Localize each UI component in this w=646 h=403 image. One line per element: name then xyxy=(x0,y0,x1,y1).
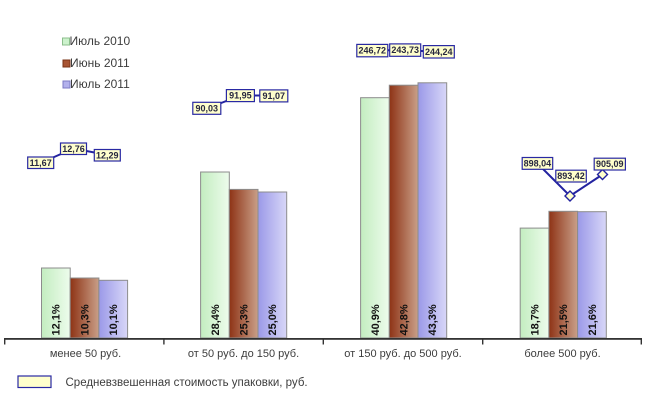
svg-text:11,67: 11,67 xyxy=(30,158,52,168)
svg-text:от 50 руб. до 150 руб.: от 50 руб. до 150 руб. xyxy=(188,348,299,360)
svg-text:21,6%: 21,6% xyxy=(587,304,599,335)
svg-text:243,73: 243,73 xyxy=(391,45,419,55)
svg-text:менее 50 руб.: менее 50 руб. xyxy=(50,348,121,360)
svg-text:43,3%: 43,3% xyxy=(427,304,439,335)
svg-text:12,29: 12,29 xyxy=(96,150,119,160)
svg-text:10,3%: 10,3% xyxy=(79,304,91,335)
svg-text:Июль 2011: Июль 2011 xyxy=(70,77,130,91)
svg-text:905,09: 905,09 xyxy=(596,159,624,169)
svg-text:91,95: 91,95 xyxy=(229,91,252,101)
svg-text:25,3%: 25,3% xyxy=(239,304,251,335)
svg-text:244,24: 244,24 xyxy=(425,47,453,57)
svg-text:40,9%: 40,9% xyxy=(370,304,382,335)
svg-text:Средневзвешенная стоимость упа: Средневзвешенная стоимость упаковки, руб… xyxy=(66,377,308,389)
svg-text:Июнь 2011: Июнь 2011 xyxy=(70,56,130,70)
svg-text:42,8%: 42,8% xyxy=(399,304,411,335)
svg-text:90,03: 90,03 xyxy=(196,103,219,113)
svg-text:28,4%: 28,4% xyxy=(210,304,222,335)
svg-text:Июль 2010: Июль 2010 xyxy=(70,34,131,48)
svg-text:246,72: 246,72 xyxy=(359,46,387,56)
svg-text:893,42: 893,42 xyxy=(557,171,585,181)
svg-text:91,07: 91,07 xyxy=(263,91,286,101)
svg-text:от 150 руб. до 500 руб.: от 150 руб. до 500 руб. xyxy=(344,348,461,360)
svg-text:12,1%: 12,1% xyxy=(51,304,63,335)
svg-text:898,04: 898,04 xyxy=(524,158,552,168)
svg-text:10,1%: 10,1% xyxy=(108,304,120,335)
svg-text:21,5%: 21,5% xyxy=(558,304,570,335)
svg-text:18,7%: 18,7% xyxy=(529,304,541,335)
svg-text:12,76: 12,76 xyxy=(62,144,85,154)
svg-text:25,0%: 25,0% xyxy=(267,304,279,335)
svg-text:более 500 руб.: более 500 руб. xyxy=(524,348,600,360)
